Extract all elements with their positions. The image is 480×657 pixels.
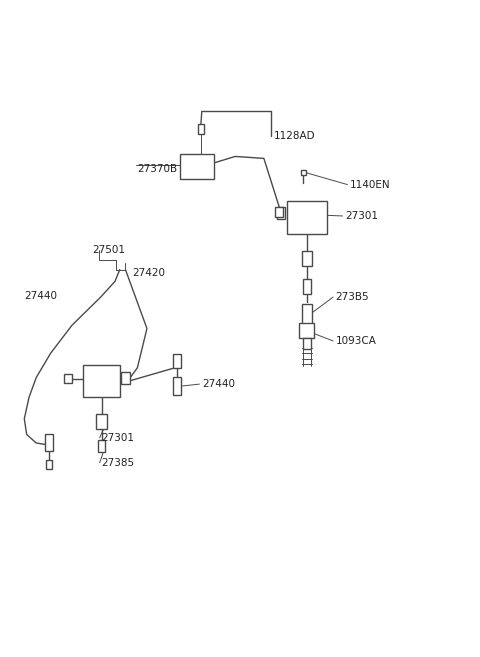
Text: 27385: 27385 [102,458,135,468]
Bar [96,414,107,428]
Bar [277,207,285,219]
Text: 1093CA: 1093CA [336,336,376,346]
Bar [301,251,312,265]
Text: 27370B: 27370B [137,164,178,174]
Bar [98,440,106,452]
Text: 1140EN: 1140EN [350,179,390,190]
Bar [121,373,130,384]
Bar [302,279,311,294]
Bar [173,354,181,369]
Bar [64,374,72,384]
Text: 27440: 27440 [24,292,57,302]
Bar [180,154,214,179]
Text: 27420: 27420 [132,268,166,278]
Text: 1128AD: 1128AD [274,131,315,141]
Text: 27301: 27301 [345,211,378,221]
Bar [301,304,312,324]
Bar [173,377,181,396]
Bar [302,338,311,349]
Text: 273B5: 273B5 [336,292,369,302]
Bar [287,201,327,234]
Bar [300,170,306,175]
Bar [83,365,120,397]
Bar [275,208,283,217]
Bar [299,323,314,338]
Bar [198,124,204,133]
Bar [46,460,52,470]
Bar [45,434,53,451]
Text: 27301: 27301 [102,433,134,443]
Text: 27501: 27501 [92,245,125,255]
Text: 27440: 27440 [202,379,235,389]
